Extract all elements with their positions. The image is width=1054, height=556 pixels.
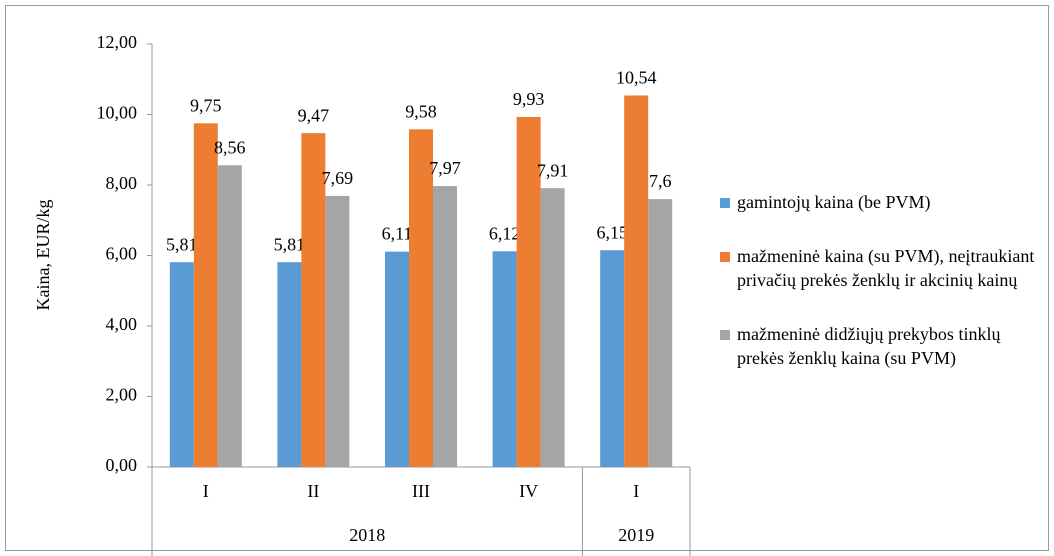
data-label: 9,47	[298, 105, 330, 125]
x-tick-label: I	[633, 481, 639, 501]
y-tick-label: 0,00	[106, 455, 138, 475]
y-axis-label: Kaina, EUR/kg	[33, 200, 53, 311]
x-tick-label: II	[307, 481, 319, 501]
data-label: 6,15	[596, 222, 628, 242]
data-label: 8,56	[214, 137, 246, 157]
legend-label: mažmeninė kaina (su PVM), neįtraukiant p…	[737, 246, 1035, 290]
data-label: 5,81	[166, 234, 198, 254]
data-label: 6,11	[382, 224, 413, 244]
y-tick-label: 12,00	[97, 32, 138, 52]
bar	[277, 262, 302, 467]
data-label: 10,54	[616, 68, 657, 88]
data-label: 5,81	[274, 234, 306, 254]
legend-label: mažmeninė didžiųjų prekybos tinklų prekė…	[737, 324, 1001, 368]
data-label: 9,58	[405, 101, 437, 121]
bar	[624, 95, 649, 467]
data-label: 7,97	[429, 158, 461, 178]
bar	[409, 129, 433, 467]
bar	[648, 199, 673, 467]
legend-item: mažmeninė kaina (su PVM), neįtraukiant p…	[720, 244, 1040, 292]
x-tick-label: I	[203, 481, 209, 501]
y-tick-label: 10,00	[97, 103, 138, 123]
data-label: 9,93	[513, 89, 545, 109]
data-label: 6,12	[489, 223, 521, 243]
bar	[325, 195, 350, 468]
legend-label: gamintojų kaina (be PVM)	[737, 192, 931, 212]
legend: gamintojų kaina (be PVM) mažmeninė kaina …	[720, 190, 1040, 400]
y-tick-label: 8,00	[106, 173, 138, 193]
y-tick-label: 6,00	[106, 244, 138, 264]
legend-swatch	[720, 252, 730, 262]
chart-border	[5, 5, 1049, 551]
x-tick-label: III	[412, 481, 430, 501]
y-tick-label: 2,00	[106, 385, 138, 405]
bar	[433, 186, 457, 467]
x-tick-label: IV	[519, 481, 538, 501]
legend-item: gamintojų kaina (be PVM)	[720, 190, 1040, 214]
bar	[385, 251, 409, 467]
group-label: 2019	[618, 525, 654, 545]
bar	[217, 165, 242, 467]
bar	[492, 251, 517, 467]
bar	[516, 116, 541, 467]
bar	[600, 250, 625, 467]
bar	[169, 262, 194, 467]
bar	[193, 123, 218, 467]
bar	[540, 188, 565, 468]
bar	[301, 133, 326, 467]
legend-swatch	[720, 198, 730, 208]
data-label: 7,69	[322, 168, 354, 188]
legend-swatch	[720, 330, 730, 340]
y-tick-label: 4,00	[106, 314, 138, 334]
data-label: 9,75	[190, 95, 222, 115]
data-label: 7,91	[537, 160, 569, 180]
legend-item: mažmeninė didžiųjų prekybos tinklų prekė…	[720, 322, 1040, 370]
group-label: 2018	[349, 525, 385, 545]
data-label: 7,6	[649, 171, 672, 191]
